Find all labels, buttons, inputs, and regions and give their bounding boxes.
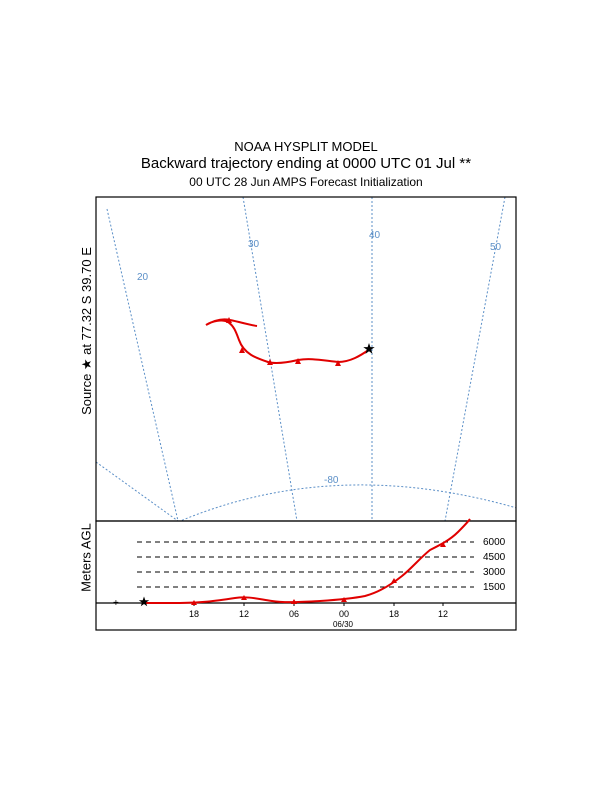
height-panel-frame bbox=[95, 520, 517, 631]
trajectory-marker bbox=[335, 360, 341, 366]
trajectory-marker bbox=[291, 599, 297, 604]
parallel-80 bbox=[179, 484, 516, 521]
level-label: 6000 bbox=[483, 537, 506, 548]
source-star-icon bbox=[138, 596, 150, 607]
meridian-10 bbox=[96, 461, 179, 521]
trajectory-marker bbox=[239, 347, 245, 353]
time-tick-label: 18 bbox=[389, 609, 399, 619]
meridian-20 bbox=[106, 208, 179, 521]
meridian-label: 40 bbox=[369, 230, 381, 241]
height-trajectory-path bbox=[146, 518, 471, 604]
meridian-50 bbox=[444, 197, 506, 521]
meridian-label: 30 bbox=[248, 239, 260, 250]
trajectory-path bbox=[205, 318, 371, 365]
initialization-subtitle: 00 UTC 28 Jun AMPS Forecast Initializati… bbox=[189, 175, 423, 189]
trajectory-marker bbox=[295, 358, 301, 364]
trajectory-title: Backward trajectory ending at 0000 UTC 0… bbox=[140, 155, 472, 172]
trajectory-marker bbox=[226, 317, 232, 323]
meridian-label: 20 bbox=[137, 272, 149, 283]
trajectory-marker bbox=[241, 595, 247, 600]
trajectory-marker bbox=[440, 542, 446, 547]
level-label: 4500 bbox=[483, 552, 506, 563]
small-plus-icon: + bbox=[113, 598, 119, 609]
level-label: 1500 bbox=[483, 582, 506, 593]
level-label: 3000 bbox=[483, 567, 506, 578]
source-star-icon bbox=[363, 343, 375, 354]
trajectory-marker bbox=[191, 600, 197, 605]
height-panel: 6000 4500 3000 1500 18 12 06 00 18 12 06… bbox=[95, 518, 517, 631]
time-tick-label: 18 bbox=[189, 609, 199, 619]
map-panel: 20 30 40 50 -80 bbox=[95, 196, 517, 522]
map-graticule bbox=[96, 197, 516, 521]
model-title: NOAA HYSPLIT MODEL bbox=[234, 139, 378, 154]
trajectory-marker bbox=[267, 359, 273, 365]
time-tick-label: 06 bbox=[289, 609, 299, 619]
time-tick-label: 12 bbox=[239, 609, 249, 619]
meridian-label: 50 bbox=[490, 242, 502, 253]
trajectory-marker bbox=[341, 597, 347, 602]
trajectory-marker bbox=[391, 578, 397, 583]
parallel-label: -80 bbox=[324, 475, 339, 486]
date-label: 06/30 bbox=[333, 620, 354, 629]
time-tick-label: 00 bbox=[339, 609, 349, 619]
time-tick-label: 12 bbox=[438, 609, 448, 619]
